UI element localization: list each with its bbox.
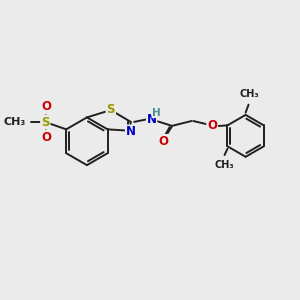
Text: O: O: [158, 135, 168, 148]
Text: H: H: [152, 108, 161, 118]
Text: O: O: [42, 131, 52, 144]
Text: O: O: [42, 100, 52, 113]
Text: N: N: [147, 113, 157, 126]
Text: S: S: [41, 116, 50, 129]
Text: CH₃: CH₃: [4, 117, 26, 127]
Text: CH₃: CH₃: [215, 160, 234, 170]
Text: CH₃: CH₃: [239, 89, 259, 100]
Text: O: O: [207, 119, 217, 132]
Text: S: S: [106, 103, 115, 116]
Text: N: N: [126, 125, 136, 139]
